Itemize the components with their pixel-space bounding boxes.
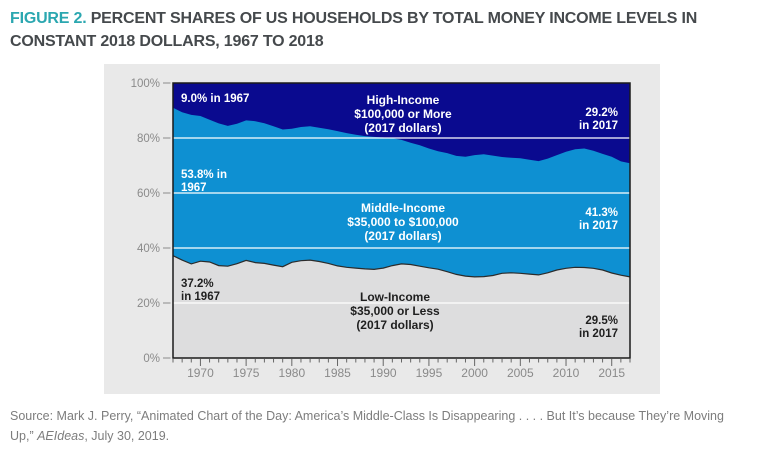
stacked-area-chart: 0%20%40%60%80%100%1970 1975 1980 1985 1990 19… (131, 78, 631, 380)
annotation-high-label: High-Income (367, 93, 440, 107)
annotation-mid-label: (2017 dollars) (364, 229, 441, 243)
y-axis-label: 0% (143, 353, 160, 365)
annotation-mid-start: 53.8% in (181, 169, 227, 181)
x-axis-label: 2015 (598, 366, 625, 380)
y-axis: 0% 20% 40% 60% 80% 100% (131, 78, 171, 365)
x-axis-label: 1990 (370, 366, 397, 380)
y-axis-label: 80% (137, 133, 160, 145)
x-axis-label: 1970 (187, 366, 214, 380)
annotation-low-label: $35,000 or Less (350, 304, 440, 318)
annotation-high-end: 29.2% (585, 107, 618, 119)
annotation-low-end: 29.5% (585, 315, 618, 327)
figure-title-line2: CONSTANT 2018 DOLLARS, 1967 TO 2018 (10, 33, 324, 50)
plot-border (172, 82, 631, 359)
x-axis-label: 2005 (507, 366, 534, 380)
source-line2-suffix: , July 30, 2019. (84, 429, 170, 443)
annotation-mid-start: 1967 (181, 182, 207, 194)
y-axis-label: 40% (137, 243, 160, 255)
edges (172, 255, 631, 278)
source-publication: AEIdeas (37, 429, 85, 443)
figure-label: FIGURE 2. (10, 10, 87, 27)
source-line1: Source: Mark J. Perry, “Animated Chart o… (10, 409, 724, 423)
y-axis-label: 60% (137, 188, 160, 200)
annotation-mid-end: in 2017 (579, 220, 618, 232)
border (172, 82, 631, 359)
annotations: 9.0% in 1967 High-Income$100,000 or More(… (181, 93, 618, 340)
annotation-high-label: (2017 dollars) (364, 121, 441, 135)
y-axis-label: 100% (131, 78, 160, 90)
annotation-low-start: in 1967 (181, 291, 220, 303)
annotation-high-end: in 2017 (579, 120, 618, 132)
annotation-high-label: $100,000 or More (354, 107, 452, 121)
annotation-mid-end: 41.3% (585, 207, 618, 219)
annotation-low-start: 37.2% (181, 278, 214, 290)
x-axis-label: 1985 (324, 366, 351, 380)
x-axis-label: 1995 (416, 366, 443, 380)
low-income-boundary-line (172, 255, 631, 278)
middle-income-area (173, 107, 630, 277)
figure-title-line1: PERCENT SHARES OF US HOUSEHOLDS BY TOTAL… (90, 10, 698, 27)
annotation-low-end: in 2017 (579, 328, 618, 340)
annotation-mid-label: $35,000 to $100,000 (347, 215, 459, 229)
y-axis-label: 20% (137, 298, 160, 310)
x-axis-label: 2010 (553, 366, 580, 380)
chart-panel: 0% 20% 40% 60% 80% 100% 1970 1975 1980 1985 1990 19… (104, 64, 660, 394)
gridlines (173, 137, 630, 304)
figure-title: FIGURE 2. PERCENT SHARES OF US HOUSEHOLD… (10, 7, 740, 53)
annotation-mid-label: Middle-Income (361, 201, 445, 215)
annotation-low-label: Low-Income (360, 290, 430, 304)
source-line2-prefix: Up,” (10, 429, 38, 443)
x-axis-label: 1980 (278, 366, 305, 380)
source-note: Source: Mark J. Perry, “Animated Chart o… (10, 406, 762, 446)
annotation-low-label: (2017 dollars) (356, 318, 433, 332)
plot-areas (173, 83, 630, 358)
x-axis-label: 2000 (461, 366, 488, 380)
x-axis-label: 1975 (233, 366, 260, 380)
annotation-high-start: 9.0% in 1967 (181, 93, 249, 105)
x-axis: 1970 1975 1980 1985 1990 1995 2000 2005 2010 2015 (172, 359, 631, 380)
low-income-area (173, 255, 630, 358)
